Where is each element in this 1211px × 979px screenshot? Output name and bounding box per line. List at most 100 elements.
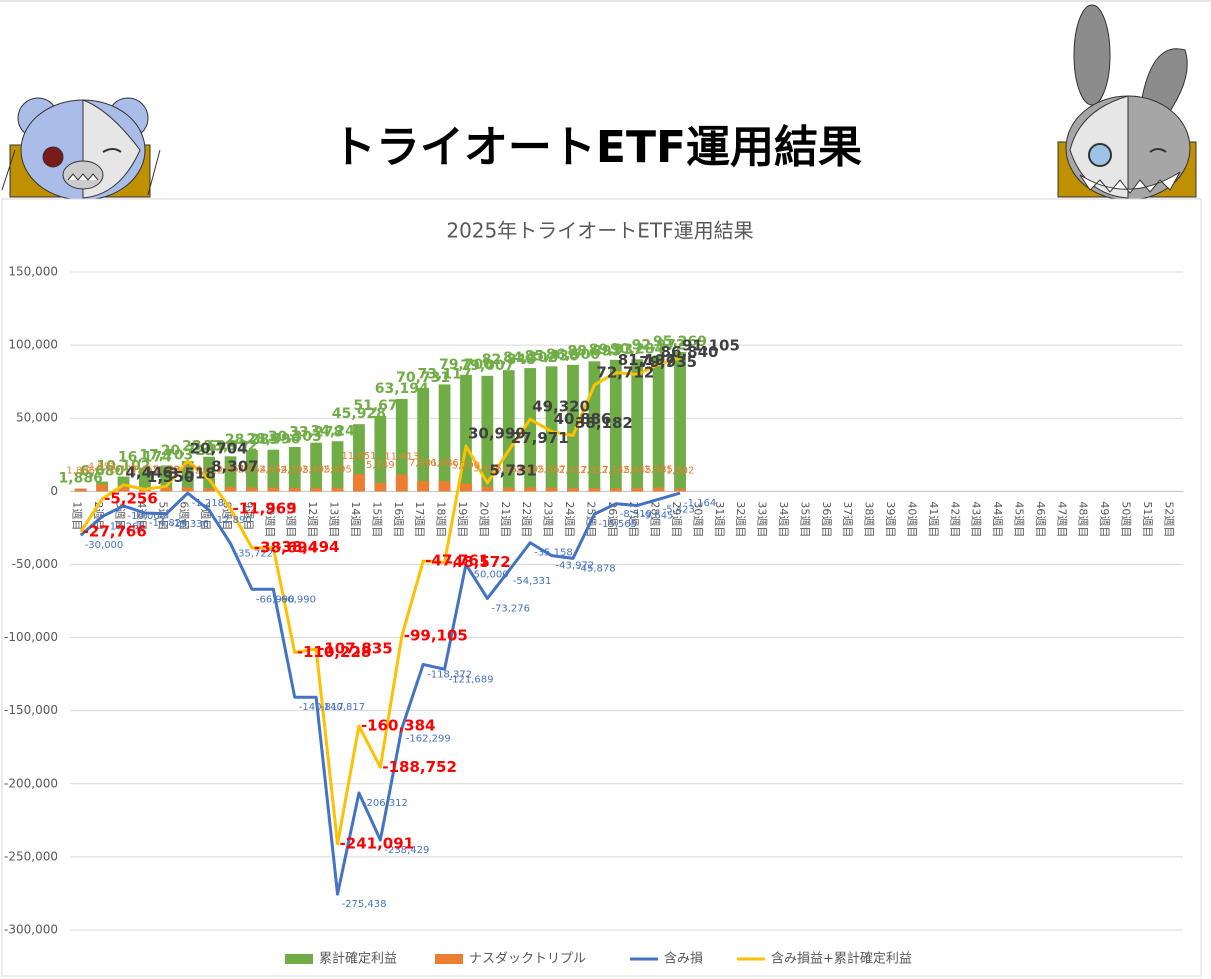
data-label: -99,105 (404, 627, 468, 645)
x-tick-label: 39週目 (884, 501, 897, 537)
line (79, 356, 681, 846)
y-tick-label: 50,000 (16, 411, 58, 425)
bar (652, 487, 665, 492)
data-label: 3,195 (473, 464, 502, 475)
x-tick-label: 4週目 (135, 501, 148, 530)
data-label: 2,567 (537, 465, 566, 476)
x-tick-label: 24週目 (563, 501, 576, 537)
bar (417, 387, 430, 492)
data-label: 40,886 (554, 410, 612, 428)
bar (246, 487, 258, 492)
page-title: トライオートETF運用結果 (332, 122, 862, 173)
data-label: 63,194 (375, 381, 429, 397)
bar (331, 441, 344, 492)
data-label: -38,694 (254, 538, 318, 556)
data-label: -47,761 (425, 552, 489, 570)
y-tick-label: 100,000 (8, 338, 58, 352)
data-label: 11,413 (384, 452, 419, 463)
data-label: -45,878 (577, 563, 616, 574)
data-label: -140,817 (299, 702, 344, 713)
data-label: 16,174 (118, 450, 172, 466)
bar (96, 484, 108, 492)
data-label: -5,423 (663, 504, 695, 515)
data-label: -12,890 (213, 515, 252, 526)
data-label: -188,752 (382, 758, 457, 776)
bear-illustration (1, 97, 161, 201)
x-tick-label: 34週目 (777, 501, 790, 537)
bar (203, 488, 216, 492)
x-tick-label: 44週目 (991, 501, 1004, 537)
data-label: 2,388 (152, 465, 181, 476)
lines (79, 356, 681, 896)
data-label: -107,835 (318, 640, 393, 658)
data-label: -27,766 (83, 522, 147, 540)
data-label: 27,971 (511, 429, 569, 447)
data-label: -1,218 (192, 498, 224, 509)
data-label: 2,145 (601, 465, 630, 476)
x-tick-label: 9週目 (242, 501, 255, 530)
bar (353, 424, 365, 492)
x-tick-label: 37週目 (841, 501, 854, 537)
data-label: -1,164 (684, 498, 716, 509)
y-tick-label: -100,000 (4, 630, 58, 644)
bar (310, 442, 323, 492)
data-label: 23,932 (204, 438, 258, 454)
y-tick-label: -250,000 (4, 849, 58, 863)
line (79, 491, 681, 896)
x-tick-label: 12週目 (306, 501, 319, 537)
data-label: 2,417 (559, 465, 588, 476)
data-label: 3,518 (168, 465, 215, 483)
data-label: 11,851 (341, 451, 376, 462)
x-tick-label: 30週目 (691, 501, 704, 537)
x-tick-label: 35週目 (798, 501, 811, 537)
data-label: 6,680 (80, 464, 125, 480)
data-label: 1,886 (59, 471, 103, 487)
data-label: 4,446 (126, 463, 173, 481)
bar (74, 488, 87, 492)
x-tick-label: 19週目 (456, 501, 469, 537)
data-label: 1,350 (147, 468, 194, 486)
rabbit-illustration (1057, 4, 1197, 201)
data-label: 72,712 (596, 364, 654, 382)
y-tick-label: -50,000 (12, 557, 58, 571)
data-label: -9,645 (641, 510, 673, 521)
x-tick-label: 33週目 (756, 501, 769, 537)
data-label: -241,091 (340, 834, 415, 852)
data-label: 79,007 (460, 358, 514, 374)
data-label: -66,990 (277, 594, 316, 605)
bar (224, 456, 237, 492)
bar (588, 361, 601, 492)
bar (353, 474, 365, 492)
x-tick-label: 36週目 (820, 501, 833, 537)
data-label: 34,247 (311, 423, 365, 439)
bar (246, 449, 258, 492)
x-tick-label: 29週目 (670, 501, 683, 537)
labels: 1,8866,68010,10216,17417,70320,72323,690… (59, 334, 740, 910)
bar (374, 482, 387, 492)
data-label: 81,197 (618, 351, 676, 369)
legend-label: ナスダックトリプル (469, 952, 586, 967)
data-label: 45,928 (332, 406, 386, 422)
data-label: 2,395 (280, 465, 309, 476)
bar (460, 483, 472, 492)
grid: -300,000 -250,000 -200,000 -150,000 -100,000… (4, 265, 1183, 937)
data-label: -66,990 (256, 594, 295, 605)
x-tick-label: 38週目 (863, 501, 876, 537)
x-tick-label: 5週目 (156, 501, 169, 530)
bar (288, 487, 301, 492)
data-label: 86,840 (661, 343, 719, 361)
x-tick-label: 31週目 (713, 501, 726, 537)
data-label: -238,429 (384, 845, 429, 856)
bar (652, 355, 665, 492)
bar (567, 487, 579, 492)
x-tick-label: 16週目 (392, 501, 405, 537)
x-tick-label: 28週目 (649, 501, 662, 537)
x-tick-label: 48週目 (1077, 501, 1090, 537)
bar (310, 487, 323, 492)
data-label: -15,336 (170, 519, 209, 530)
data-label: 5,290 (452, 461, 481, 472)
bar (460, 374, 472, 492)
x-tick-label: 15週目 (370, 501, 383, 537)
data-label: -50,000 (470, 569, 509, 580)
legend-label: 含み損益+累計確定利益 (771, 951, 912, 967)
